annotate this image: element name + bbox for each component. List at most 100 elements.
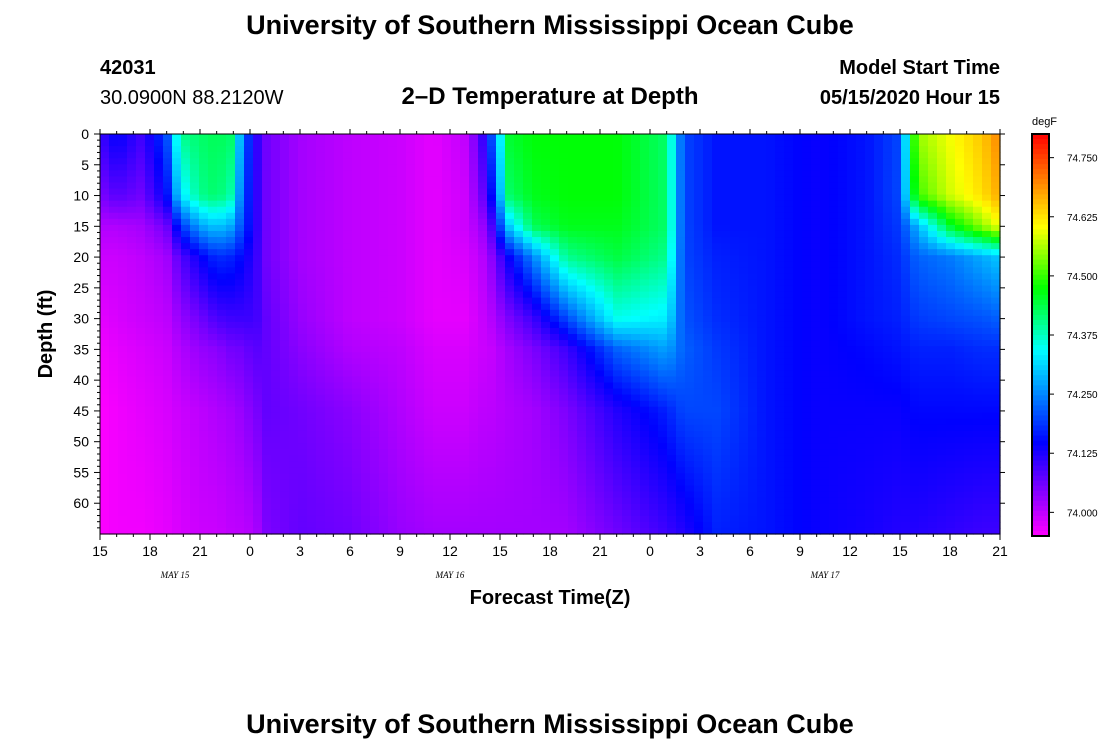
heatmap-cell xyxy=(361,285,371,293)
heatmap-cell xyxy=(190,194,200,202)
heatmap-cell xyxy=(460,146,470,153)
heatmap-cell xyxy=(262,521,272,529)
heatmap-cell xyxy=(568,437,578,444)
heatmap-cell xyxy=(631,224,641,232)
heatmap-cell xyxy=(352,309,362,317)
heatmap-cell xyxy=(118,291,128,299)
heatmap-cell xyxy=(451,321,461,329)
heatmap-cell xyxy=(424,455,434,462)
heatmap-cell xyxy=(199,218,209,226)
heatmap-cell xyxy=(118,352,128,359)
heatmap-cell xyxy=(739,449,749,456)
heatmap-cell xyxy=(721,467,731,474)
heatmap-cell xyxy=(352,364,362,371)
heatmap-cell xyxy=(397,309,407,317)
heatmap-cell xyxy=(307,358,317,365)
heatmap-cell xyxy=(649,340,659,347)
heatmap-cell xyxy=(280,176,290,184)
heatmap-cell xyxy=(154,158,164,165)
heatmap-cell xyxy=(370,358,380,365)
heatmap-cell xyxy=(532,212,542,220)
heatmap-cell xyxy=(460,255,470,262)
heatmap-cell xyxy=(703,303,713,311)
heatmap-cell xyxy=(505,394,515,402)
heatmap-cell xyxy=(586,340,596,347)
heatmap-cell xyxy=(712,158,722,165)
heatmap-cell xyxy=(199,485,209,493)
heatmap-cell xyxy=(703,527,713,535)
heatmap-cell xyxy=(523,358,533,365)
heatmap-cell xyxy=(694,237,704,244)
heatmap-cell xyxy=(703,424,713,432)
heatmap-cell xyxy=(433,309,443,317)
heatmap-cell xyxy=(478,194,488,202)
heatmap-cell xyxy=(379,134,389,141)
heatmap-cell xyxy=(478,394,488,402)
heatmap-cell xyxy=(505,134,515,141)
heatmap-cell xyxy=(253,212,263,220)
heatmap-cell xyxy=(514,152,524,159)
heatmap-cell xyxy=(208,449,218,456)
heatmap-cell xyxy=(766,334,776,341)
heatmap-cell xyxy=(163,182,173,190)
heatmap-cell xyxy=(415,297,425,305)
heatmap-cell xyxy=(217,346,227,353)
heatmap-cell xyxy=(352,188,362,196)
heatmap-cell xyxy=(280,376,290,384)
heatmap-cell xyxy=(316,515,326,523)
heatmap-cell xyxy=(667,412,677,420)
heatmap-cell xyxy=(424,285,434,293)
heatmap-cell xyxy=(244,340,254,347)
heatmap-cell xyxy=(253,182,263,190)
heatmap-cell xyxy=(748,418,758,426)
heatmap-cell xyxy=(640,315,650,323)
heatmap-cell xyxy=(397,521,407,529)
heatmap-cell xyxy=(586,455,596,462)
heatmap-cell xyxy=(298,261,308,268)
heatmap-cell xyxy=(514,230,524,238)
heatmap-cell xyxy=(487,358,497,365)
heatmap-cell xyxy=(199,255,209,262)
heatmap-cell xyxy=(730,291,740,299)
heatmap-cell xyxy=(163,358,173,365)
heatmap-cell xyxy=(622,140,632,147)
heatmap-cell xyxy=(721,418,731,426)
heatmap-cell xyxy=(496,255,506,262)
heatmap-cell xyxy=(343,491,353,499)
heatmap-cell xyxy=(622,334,632,341)
heatmap-cell xyxy=(694,497,704,505)
heatmap-cell xyxy=(199,224,209,232)
heatmap-cell xyxy=(712,424,722,432)
heatmap-cell xyxy=(316,194,326,202)
heatmap-cell xyxy=(181,521,191,529)
heatmap-cell xyxy=(685,382,695,390)
heatmap-cell xyxy=(739,188,749,196)
heatmap-cell xyxy=(496,497,506,505)
heatmap-cell xyxy=(487,315,497,323)
heatmap-cell xyxy=(127,521,137,529)
heatmap-cell xyxy=(226,424,236,432)
heatmap-cell xyxy=(289,521,299,529)
heatmap-cell xyxy=(559,473,569,481)
heatmap-cell xyxy=(523,170,533,178)
heatmap-cell xyxy=(748,346,758,353)
heatmap-cell xyxy=(307,182,317,190)
heatmap-cell xyxy=(190,418,200,426)
heatmap-cell xyxy=(523,237,533,244)
heatmap-cell xyxy=(649,382,659,390)
heatmap-cell xyxy=(703,237,713,244)
heatmap-cell xyxy=(361,261,371,268)
heatmap-cell xyxy=(451,206,461,214)
heatmap-cell xyxy=(145,303,155,311)
heatmap-cell xyxy=(271,176,281,184)
heatmap-cell xyxy=(154,346,164,353)
heatmap-cell xyxy=(154,430,164,438)
heatmap-cell xyxy=(181,527,191,535)
heatmap-cell xyxy=(532,255,542,262)
heatmap-cell xyxy=(127,394,137,402)
heatmap-cell xyxy=(118,491,128,499)
heatmap-cell xyxy=(397,243,407,250)
heatmap-cell xyxy=(523,146,533,153)
heatmap-cell xyxy=(289,309,299,317)
heatmap-cell xyxy=(226,479,236,487)
